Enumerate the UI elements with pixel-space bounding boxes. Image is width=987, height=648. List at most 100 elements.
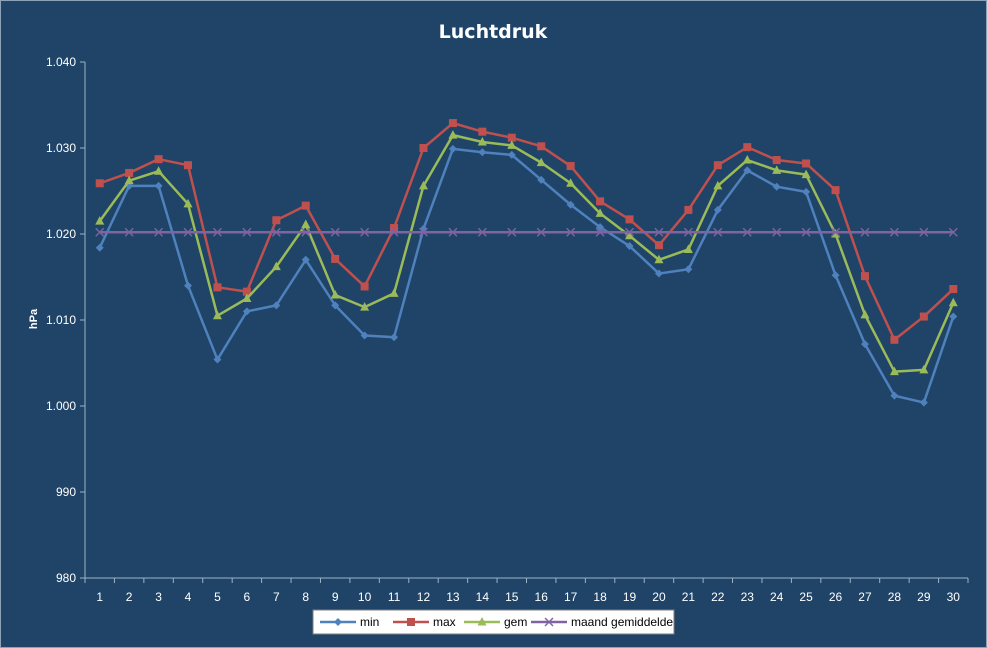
x-marker-stroke xyxy=(831,227,841,237)
data-point-min xyxy=(507,150,516,159)
data-point-maand-gemiddelde xyxy=(242,227,252,237)
x-tick-label: 16 xyxy=(535,590,549,604)
x-marker-stroke xyxy=(330,227,340,237)
data-point-min xyxy=(537,175,546,184)
series-maand-gemiddelde xyxy=(95,227,958,237)
data-point-gem xyxy=(95,216,105,225)
data-point-maand-gemiddelde xyxy=(742,227,752,237)
y-tick-label: 1.000 xyxy=(46,399,76,413)
x-tick-label: 13 xyxy=(446,590,460,604)
x-marker-stroke xyxy=(713,227,723,237)
data-point-max xyxy=(802,159,811,168)
x-marker-stroke xyxy=(889,227,899,237)
data-point-min xyxy=(331,301,340,310)
data-point-max xyxy=(213,283,222,292)
x-marker-stroke xyxy=(801,227,811,237)
data-point-max xyxy=(478,127,487,136)
data-point-min xyxy=(213,355,222,364)
data-point-max xyxy=(507,133,516,142)
x-tick-label: 8 xyxy=(302,590,309,604)
x-marker-stroke xyxy=(95,227,105,237)
data-point-gem xyxy=(566,178,576,187)
x-tick-label: 25 xyxy=(799,590,813,604)
data-point-maand-gemiddelde xyxy=(212,227,222,237)
data-point-maand-gemiddelde xyxy=(360,227,370,237)
data-point-max xyxy=(184,161,193,170)
data-point-min xyxy=(890,391,899,400)
data-point-max xyxy=(684,205,693,214)
data-point-min xyxy=(625,242,634,251)
x-marker-stroke xyxy=(595,227,605,237)
data-point-gem xyxy=(242,293,252,302)
x-marker-stroke xyxy=(919,227,929,237)
series-min xyxy=(95,144,958,407)
x-marker-stroke xyxy=(124,227,134,237)
x-tick-label: 19 xyxy=(623,590,637,604)
data-point-gem xyxy=(860,309,870,319)
y-tick-label: 1.010 xyxy=(46,313,76,327)
data-point-maand-gemiddelde xyxy=(301,227,311,237)
data-point-min xyxy=(772,182,781,191)
data-point-min xyxy=(95,243,104,252)
data-point-gem xyxy=(448,130,458,139)
series-line-gem xyxy=(98,133,955,373)
data-point-maand-gemiddelde xyxy=(772,227,782,237)
data-point-max xyxy=(949,285,958,294)
data-point-min xyxy=(184,281,193,290)
data-point-gem xyxy=(124,175,134,185)
chart-title: Luchtdruk xyxy=(439,21,548,43)
x-marker-stroke xyxy=(544,617,554,627)
y-tick-label: 1.030 xyxy=(46,141,76,155)
data-point-gem xyxy=(360,302,370,311)
x-tick-label: 15 xyxy=(505,590,519,604)
data-point-max xyxy=(831,186,840,195)
data-point-min xyxy=(919,398,928,407)
legend-label-min: min xyxy=(360,615,379,629)
data-point-max xyxy=(772,156,781,165)
series-max xyxy=(95,119,958,344)
data-point-gem xyxy=(625,230,635,240)
data-point-maand-gemiddelde xyxy=(889,227,899,237)
data-point-min xyxy=(713,205,722,214)
data-point-gem xyxy=(536,157,546,167)
data-point-maand-gemiddelde xyxy=(448,227,458,237)
x-tick-label: 17 xyxy=(564,590,578,604)
data-point-gem xyxy=(683,244,693,253)
legend-marker-min xyxy=(334,618,342,626)
data-point-maand-gemiddelde xyxy=(183,227,193,237)
data-point-max xyxy=(713,161,722,170)
y-tick-label: 990 xyxy=(56,485,76,499)
data-point-maand-gemiddelde xyxy=(683,227,693,237)
data-point-max xyxy=(625,215,634,224)
x-tick-label: 6 xyxy=(244,590,251,604)
x-marker-stroke xyxy=(448,227,458,237)
data-point-maand-gemiddelde xyxy=(536,227,546,237)
data-point-maand-gemiddelde xyxy=(919,227,929,237)
data-point-max xyxy=(860,272,869,281)
data-point-min xyxy=(390,333,399,342)
x-tick-label: 12 xyxy=(417,590,431,604)
data-point-maand-gemiddelde xyxy=(330,227,340,237)
data-point-max xyxy=(419,144,428,152)
data-point-min xyxy=(154,181,163,190)
x-marker-stroke xyxy=(418,227,428,237)
x-marker-stroke xyxy=(212,227,222,237)
data-point-max xyxy=(360,282,369,291)
x-tick-label: 14 xyxy=(476,590,490,604)
x-tick-label: 18 xyxy=(593,590,607,604)
y-tick-label: 1.020 xyxy=(46,227,76,241)
data-point-max xyxy=(743,143,752,152)
data-point-min xyxy=(448,144,457,153)
data-point-gem xyxy=(919,364,929,374)
data-point-min xyxy=(566,200,575,209)
x-marker-stroke xyxy=(301,227,311,237)
data-point-gem xyxy=(418,180,428,190)
x-marker-stroke xyxy=(389,227,399,237)
data-point-min xyxy=(654,269,663,278)
x-marker-stroke xyxy=(860,227,870,237)
data-point-maand-gemiddelde xyxy=(713,227,723,237)
data-point-maand-gemiddelde xyxy=(566,227,576,237)
x-marker-stroke xyxy=(183,227,193,237)
